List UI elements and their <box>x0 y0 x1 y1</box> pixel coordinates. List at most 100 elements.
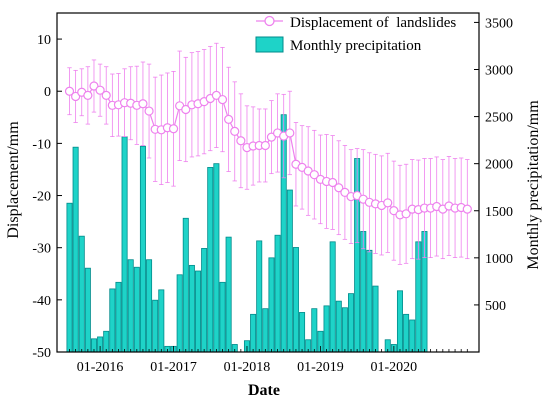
displacement-point <box>217 94 228 105</box>
right-tick-label: 2000 <box>485 158 513 173</box>
precipitation-bar <box>262 308 269 353</box>
precipitation-bar <box>329 241 336 353</box>
displacement-point <box>236 136 246 146</box>
precipitation-bar <box>84 267 91 353</box>
precipitation-bar <box>286 189 293 353</box>
displacement-point <box>168 124 179 134</box>
x-axis-label: Date <box>248 382 280 399</box>
right-tick-label: 1500 <box>485 205 513 220</box>
precipitation-bar <box>335 300 342 353</box>
precipitation-bar <box>146 259 153 353</box>
precipitation-bar <box>103 330 110 353</box>
displacement-point <box>71 91 81 102</box>
x-tick-label: 01-2016 <box>77 360 124 375</box>
displacement-point <box>383 198 393 208</box>
displacement-error-bars <box>67 42 470 265</box>
precipitation-bar <box>201 248 208 353</box>
right-tick-label: 500 <box>485 299 506 314</box>
displacement-point <box>89 81 99 91</box>
precipitation-bar <box>396 290 403 353</box>
precipitation-bar <box>133 266 140 353</box>
precipitation-bar <box>274 234 281 353</box>
precipitation-bar <box>115 281 122 353</box>
precipitation-bar <box>127 259 134 353</box>
legend: Displacement of landslides Monthly preci… <box>255 15 456 54</box>
displacement-point <box>260 140 270 151</box>
displacement-point <box>334 183 344 193</box>
precipitation-bar <box>78 235 85 353</box>
right-tick-label: 2500 <box>485 111 513 126</box>
precipitation-bar <box>341 307 348 353</box>
displacement-point <box>101 90 111 101</box>
x-tick-label: 01-2017 <box>150 360 197 375</box>
precipitation-bar <box>366 249 373 353</box>
y-axis-right-label: Monthly precipitation/mm <box>525 100 542 270</box>
x-axis-ticks: 01-2016 01-2017 01-2018 01-2019 01-2020 <box>69 346 468 375</box>
left-tick-label: -30 <box>32 242 51 257</box>
precipitation-bar <box>152 299 159 353</box>
legend-label-displacement: Displacement of landslides <box>290 15 456 31</box>
legend-item-precipitation: Monthly precipitation <box>255 36 422 54</box>
precipitation-bars <box>66 114 428 353</box>
precipitation-bar <box>182 217 189 353</box>
precipitation-bar <box>188 264 195 353</box>
displacement-point <box>285 128 295 138</box>
displacement-series <box>64 81 472 220</box>
precipitation-bar <box>256 240 263 353</box>
displacement-point <box>211 90 221 101</box>
legend-marker-circle <box>264 15 275 27</box>
right-tick-label: 1000 <box>485 252 513 267</box>
x-tick-label: 01-2020 <box>371 360 418 375</box>
precipitation-bar <box>66 202 73 353</box>
left-tick-label: -20 <box>32 190 51 205</box>
displacement-point <box>401 209 411 219</box>
precipitation-bar <box>72 146 79 353</box>
precipitation-bar <box>225 236 232 353</box>
left-tick-label: 0 <box>44 85 51 100</box>
left-tick-label: -10 <box>32 137 51 152</box>
precipitation-bar <box>109 288 116 353</box>
x-tick-label: 01-2019 <box>297 360 344 375</box>
y-axis-left-label: Displacement/mm <box>5 121 22 239</box>
displacement-point <box>95 85 105 95</box>
displacement-point <box>309 170 319 180</box>
displacement-point <box>328 177 338 188</box>
precipitation-bar <box>292 247 299 353</box>
displacement-point <box>266 132 277 142</box>
precipitation-bar <box>207 167 214 353</box>
displacement-point <box>230 126 240 136</box>
displacement-point <box>224 114 234 124</box>
left-tick-label: -40 <box>32 294 51 309</box>
precipitation-bar <box>403 313 410 353</box>
left-tick-label: 10 <box>37 33 51 48</box>
precipitation-bar <box>360 231 367 353</box>
precipitation-bar <box>219 281 226 353</box>
precipitation-bar <box>213 163 220 353</box>
displacement-point <box>138 99 148 109</box>
x-tick-label: 01-2018 <box>224 360 271 375</box>
precipitation-bar <box>195 270 202 353</box>
precipitation-bar <box>176 274 183 353</box>
legend-item-displacement: Displacement of landslides <box>256 15 456 31</box>
precipitation-bar <box>372 285 379 353</box>
displacement-point <box>389 206 399 216</box>
precipitation-bar <box>268 257 275 353</box>
precipitation-bar <box>409 319 416 353</box>
displacement-point <box>462 204 472 214</box>
displacement-point <box>83 90 93 101</box>
precipitation-bar <box>348 293 355 353</box>
precipitation-bar <box>139 145 146 353</box>
precipitation-bar <box>299 312 306 353</box>
right-tick-label: 3000 <box>485 64 513 79</box>
right-axis-ticks: 500 1000 1500 2000 2500 3000 3500 <box>474 16 513 314</box>
right-tick-label: 3500 <box>485 16 513 31</box>
displacement-point <box>340 187 350 198</box>
displacement-point <box>64 86 75 96</box>
left-axis-ticks: 10 0 -10 -20 -30 -40 -50 <box>32 33 62 361</box>
precipitation-bar <box>323 305 330 353</box>
legend-label-precipitation: Monthly precipitation <box>290 38 422 54</box>
precipitation-bar <box>311 308 318 353</box>
plot-frame <box>56 12 480 353</box>
displacement-point <box>144 106 154 116</box>
